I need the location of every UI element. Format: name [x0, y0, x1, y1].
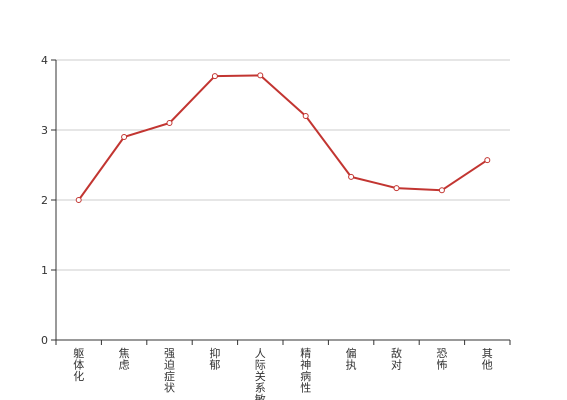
grid-lines — [56, 59, 510, 271]
y-tick-label: 1 — [41, 264, 48, 277]
data-point[interactable] — [121, 134, 128, 140]
series-group — [75, 72, 491, 203]
y-tick-label: 2 — [41, 194, 48, 207]
x-tick-label: 敌对 — [391, 346, 402, 372]
data-point[interactable] — [166, 120, 173, 126]
y-tick-label: 3 — [41, 124, 48, 137]
x-tick-label: 偏执 — [346, 346, 357, 372]
x-tick-label: 精神病性 — [300, 347, 311, 395]
x-tick-label: 抑郁 — [209, 346, 220, 372]
x-tick-label: 人际关系敏感 — [255, 347, 266, 400]
x-axis: 躯体化 焦虑 强迫症状 抑郁 人际关系敏感 精神病性 偏执 敌对 恐怖 其他 — [55, 339, 511, 400]
x-tick-label: 躯体化 — [73, 347, 84, 383]
x-tick-label: 强迫症状 — [164, 347, 175, 395]
y-axis: 0 1 2 3 4 — [41, 54, 57, 347]
data-point[interactable] — [438, 187, 445, 194]
x-tick-label: 焦虑 — [119, 347, 130, 372]
data-point[interactable] — [484, 157, 491, 164]
data-point[interactable] — [75, 197, 82, 203]
data-point[interactable] — [211, 73, 218, 80]
data-point[interactable] — [348, 173, 355, 180]
series-line — [77, 74, 488, 201]
data-point[interactable] — [257, 72, 264, 79]
data-point[interactable] — [302, 113, 309, 119]
x-tick-label: 其他 — [482, 347, 493, 372]
data-point[interactable] — [393, 185, 400, 192]
y-tick-label: 4 — [41, 54, 48, 67]
x-tick-label: 恐怖 — [436, 347, 447, 372]
y-tick-label: 0 — [41, 334, 48, 347]
